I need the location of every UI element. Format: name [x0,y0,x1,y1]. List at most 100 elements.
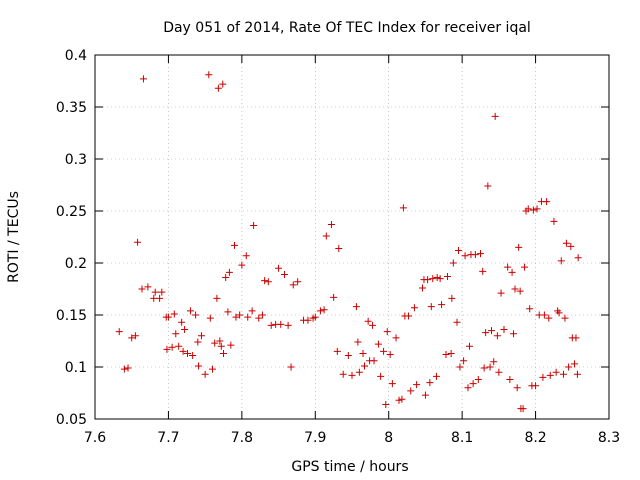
data-point [151,288,159,296]
data-point [508,268,516,276]
data-point [377,372,385,380]
data-point [364,317,372,325]
x-tick-label: 7.6 [84,430,106,446]
data-point [486,363,494,371]
data-point [158,288,166,296]
data-point [214,84,222,92]
data-point [120,365,128,373]
data-point [320,306,328,314]
data-point [465,342,473,350]
data-point [427,303,435,311]
y-tick-label: 0.05 [56,412,87,428]
data-point [222,274,230,282]
data-point [264,278,272,286]
data-point [352,303,360,311]
data-point [559,370,567,378]
data-point [172,330,180,338]
data-point [150,294,158,302]
data-point [382,400,390,408]
data-point [426,379,434,387]
data-point [227,341,235,349]
data-point [491,112,499,120]
data-point [497,289,505,297]
data-point [552,368,560,376]
data-point [275,264,283,272]
data-point [277,320,285,328]
y-axis-ticks: 0.05 0.1 0.15 0.2 0.25 0.3 0.35 0.4 [56,48,609,428]
data-point [413,381,421,389]
data-point [479,267,487,275]
data-point [513,384,521,392]
data-point [421,391,429,399]
data-point [515,243,523,251]
data-point [407,387,415,395]
data-point [217,342,225,350]
data-point [250,222,258,230]
data-point [383,328,391,336]
data-point [454,247,462,255]
data-point [374,340,382,348]
data-point [258,311,266,319]
data-point [418,284,426,292]
data-point [453,318,461,326]
x-tick-label: 8.2 [524,430,546,446]
y-axis-label: ROTI / TECUs [6,191,22,283]
data-point [236,311,244,319]
y-tick-label: 0.35 [56,100,87,116]
data-point [482,329,490,337]
y-tick-label: 0.1 [65,360,87,376]
data-point [186,307,194,315]
data-point [322,232,330,240]
data-point [255,314,263,322]
data-point [224,308,232,316]
data-point [225,268,233,276]
data-point [231,241,239,249]
data-point [131,332,139,340]
chart-title: Day 051 of 2014, Rate Of TEC Index for r… [163,20,531,36]
data-point [370,357,378,365]
data-point [339,370,347,378]
data-point [429,275,437,283]
data-point [335,244,343,252]
data-point [163,345,171,353]
data-point [219,80,227,88]
data-point [360,362,368,370]
data-point [304,316,312,324]
data-point [521,263,529,271]
data-point [398,395,406,403]
data-point [380,347,388,355]
data-point [139,75,147,83]
data-point [124,364,132,372]
data-point [493,332,501,340]
data-point [355,368,363,376]
data-point [506,375,514,383]
data-points [115,71,582,413]
data-point [524,205,532,213]
data-point [181,326,189,334]
data-point [327,221,335,229]
data-point [539,373,547,381]
data-point [449,259,457,267]
data-point [311,313,319,321]
data-point [220,349,227,357]
data-point [557,257,565,265]
y-tick-label: 0.3 [65,152,87,168]
data-point [168,343,176,351]
data-point [562,239,570,247]
y-tick-label: 0.2 [65,256,87,272]
data-point [192,311,200,319]
data-point [238,261,246,269]
data-point [480,364,488,372]
data-point [369,321,377,329]
data-point [208,365,216,373]
data-point [532,382,540,390]
data-point [175,342,183,350]
data-point [540,311,548,319]
data-point [433,274,441,282]
data-point [546,371,554,379]
data-point [170,310,178,318]
data-point [248,307,256,315]
data-point [545,314,553,322]
data-point [284,321,292,329]
data-point [484,182,492,190]
